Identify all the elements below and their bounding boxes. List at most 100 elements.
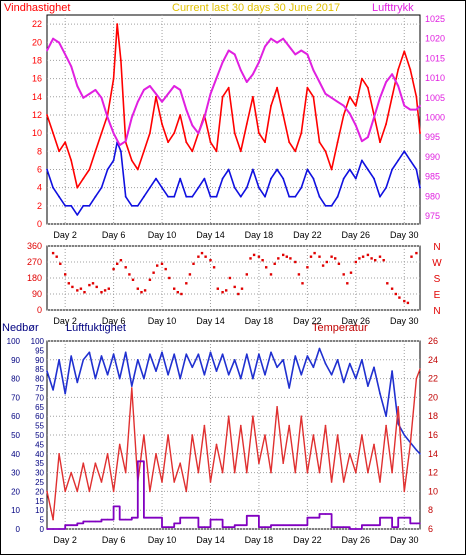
direction-point (103, 289, 107, 292)
data-point-pressure (58, 41, 60, 44)
data-point-temperature (330, 481, 333, 483)
data-point-humidity (76, 381, 79, 384)
data-point-rain (349, 528, 351, 530)
data-point-rain (227, 526, 230, 528)
data-point-pressure (191, 124, 194, 127)
data-point-wind_average (270, 177, 272, 180)
direction-point (378, 255, 382, 258)
data-point-wind_average (155, 177, 157, 180)
data-point-temperature (203, 424, 206, 427)
temperature-tick-label: 26 (428, 336, 438, 346)
direction-point (55, 255, 58, 258)
data-point-pressure (100, 96, 103, 99)
data-point-temperature (58, 453, 60, 455)
data-point-rain (367, 524, 369, 526)
data-point-wind_average (324, 204, 327, 207)
data-point-temperature (76, 490, 79, 493)
direction-point (185, 282, 188, 285)
data-point-wind_gust (215, 150, 218, 153)
data-point-wind_average (124, 195, 127, 198)
data-point-wind_average (149, 186, 151, 189)
data-point-rain (240, 524, 242, 526)
data-point-wind_gust (88, 168, 91, 171)
direction-point (349, 271, 353, 274)
direction-point (148, 278, 152, 281)
data-point-wind_gust (312, 95, 315, 98)
data-point-rain (185, 516, 188, 519)
direction-point (67, 282, 70, 285)
data-point-rain (276, 524, 278, 526)
data-point-rain (403, 516, 406, 519)
humidity-axis-label: Luftfuktighet (66, 322, 126, 334)
data-point-wind_gust (397, 68, 400, 71)
data-point-humidity (300, 374, 303, 376)
data-point-humidity (185, 353, 188, 356)
y-right-tick-label: 1020 (425, 34, 445, 44)
data-point-wind_gust (264, 141, 266, 144)
direction-point (216, 287, 219, 290)
direction-point (277, 257, 280, 260)
data-point-temperature (294, 471, 297, 474)
x-tick-label: Day 22 (293, 316, 322, 326)
data-point-pressure (64, 53, 67, 56)
data-point-wind_gust (391, 95, 393, 98)
rain-tick-label: 20 (11, 487, 20, 496)
data-point-humidity (227, 374, 230, 376)
data-point-pressure (203, 116, 206, 119)
data-point-humidity (155, 370, 157, 372)
data-point-rain (415, 522, 418, 525)
data-point-wind_gust (415, 95, 418, 98)
data-point-humidity (221, 353, 224, 356)
data-point-temperature (82, 462, 85, 465)
data-point-wind_average (318, 195, 321, 198)
data-point-temperature (185, 490, 188, 493)
data-point-rain (118, 518, 121, 521)
data-point-wind_gust (94, 150, 97, 153)
data-point-humidity (215, 370, 218, 372)
data-point-humidity (46, 370, 48, 372)
data-point-humidity (149, 353, 151, 356)
data-point-wind_average (233, 186, 236, 189)
data-point-humidity (124, 351, 127, 354)
data-point-wind_average (264, 195, 266, 198)
direction-point (382, 259, 385, 262)
data-point-wind_gust (367, 86, 369, 89)
x-tick-label: Day 14 (196, 316, 225, 326)
direction-point (337, 262, 341, 265)
data-point-rain (161, 526, 163, 528)
data-point-pressure (233, 53, 236, 56)
data-point-wind_gust (227, 86, 230, 89)
compass-label: E (434, 290, 441, 301)
data-point-wind_gust (258, 132, 260, 135)
data-point-temperature (324, 424, 327, 427)
data-point-temperature (397, 406, 400, 408)
data-point-rain (191, 516, 194, 519)
direction-point (188, 273, 192, 276)
data-point-wind_average (336, 195, 339, 198)
data-point-wind_gust (239, 150, 242, 153)
data-point-pressure (415, 108, 418, 111)
x-tick-label: Day 6 (102, 316, 126, 326)
humidity-tick-label: 100 (31, 337, 45, 346)
y-left-tick-label: 20 (32, 37, 42, 47)
data-point-temperature (106, 453, 109, 455)
compass-label: N (433, 306, 440, 317)
data-point-wind_average (330, 204, 333, 207)
data-point-rain (197, 526, 200, 528)
data-point-humidity (252, 377, 254, 380)
data-point-wind_gust (64, 141, 67, 144)
data-point-humidity (143, 377, 145, 380)
data-point-pressure (94, 89, 97, 91)
rain-tick-label: 0 (16, 525, 21, 534)
y-left-tick-label: 16 (32, 74, 42, 84)
data-point-pressure (397, 85, 400, 87)
data-point-humidity (318, 347, 321, 350)
data-point-rain (46, 528, 48, 530)
data-point-wind_average (106, 168, 109, 171)
direction-point (136, 287, 139, 290)
data-point-temperature (179, 462, 181, 465)
direction-point (233, 285, 236, 289)
data-point-pressure (300, 49, 303, 52)
x-tick-label: Day 22 (293, 535, 322, 545)
direction-point (64, 273, 67, 276)
